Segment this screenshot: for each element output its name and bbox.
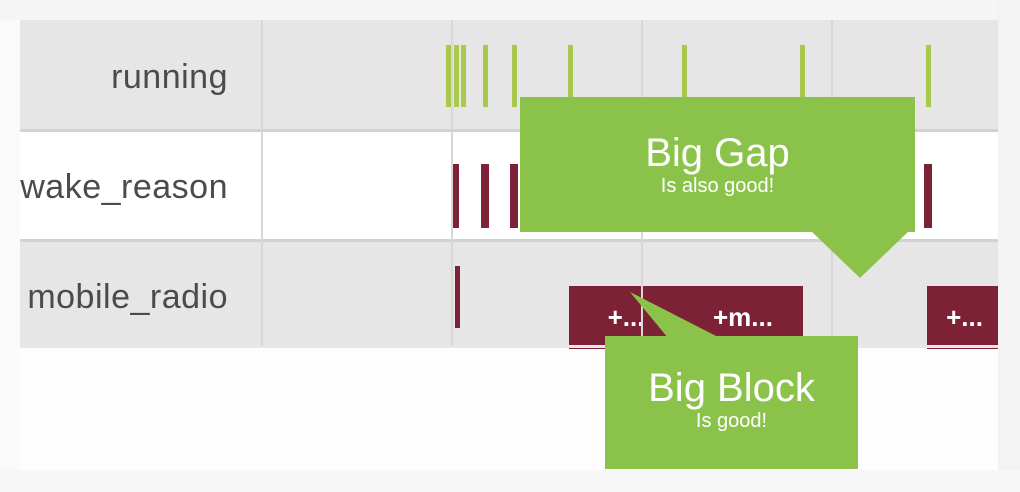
row-label-running: running	[111, 58, 228, 96]
running-tick[interactable]	[568, 45, 573, 107]
screenshot-frame-top	[0, 0, 1020, 20]
running-tick[interactable]	[446, 45, 451, 107]
mobile-radio-tick[interactable]	[455, 266, 460, 328]
grid-line	[451, 20, 453, 346]
callout-block-subtitle: Is good!	[695, 410, 768, 432]
battery-historian-timeline: running wake_reason mobile_radio +... +m…	[20, 20, 998, 470]
block-label: +m...	[713, 302, 773, 332]
wake-reason-tick[interactable]	[510, 164, 518, 228]
callout-gap-subtitle: Is also good!	[660, 175, 775, 197]
row-label-mobile-radio: mobile_radio	[27, 278, 228, 316]
callout-block-title: Big Block	[648, 366, 815, 410]
running-tick[interactable]	[926, 45, 931, 107]
running-tick[interactable]	[682, 45, 687, 107]
wake-reason-tick[interactable]	[924, 164, 932, 228]
callout-block-box: Big Block Is good!	[605, 336, 858, 469]
callout-gap-box: Big Gap Is also good!	[520, 97, 915, 232]
screenshot-frame-right	[998, 0, 1020, 492]
running-tick[interactable]	[800, 45, 805, 107]
mobile-radio-block[interactable]: +...	[927, 286, 998, 349]
screenshot-frame-bottom	[0, 470, 1020, 492]
running-tick[interactable]	[483, 45, 488, 107]
row-label-wake-reason: wake_reason	[20, 168, 228, 206]
row-divider	[20, 129, 998, 132]
wake-reason-tick[interactable]	[451, 164, 459, 228]
callout-gap-title: Big Gap	[645, 131, 790, 175]
grid-line	[261, 20, 263, 346]
wake-reason-tick[interactable]	[481, 164, 489, 228]
running-tick[interactable]	[512, 45, 517, 107]
block-label: +...	[946, 302, 983, 332]
screenshot-frame-left	[0, 20, 20, 470]
row-divider	[20, 239, 998, 242]
running-tick[interactable]	[461, 45, 466, 107]
row-running: running	[20, 20, 998, 130]
running-tick[interactable]	[454, 45, 459, 107]
block-label: +...	[607, 302, 645, 332]
row-mobile-radio: mobile_radio +... +m... +...	[20, 240, 998, 349]
row-divider	[20, 345, 998, 348]
